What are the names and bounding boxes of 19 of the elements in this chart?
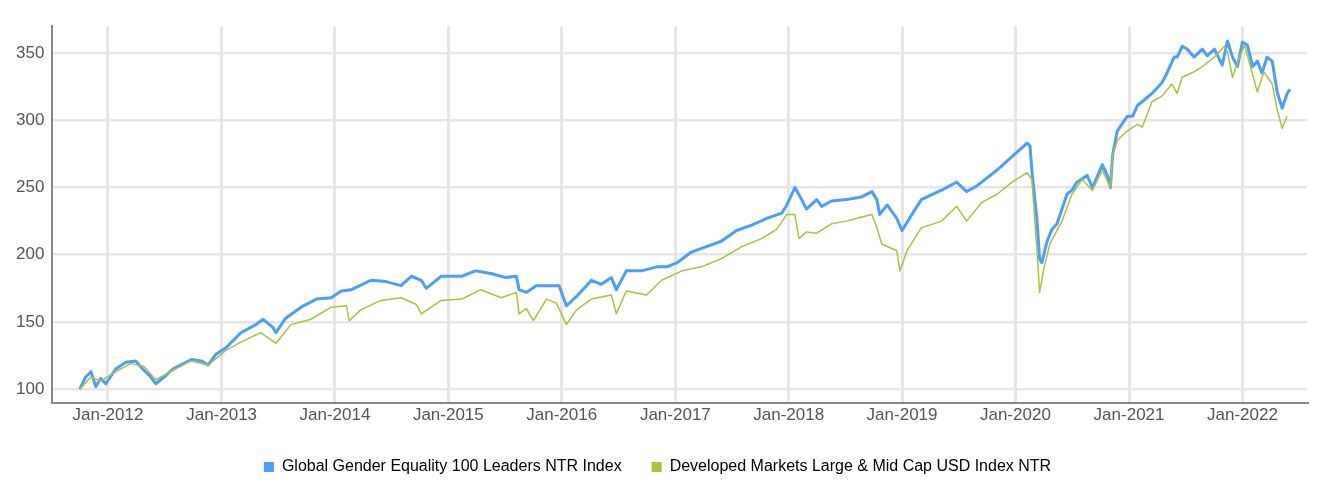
x-tick-label: Jan-2022 [1206, 405, 1278, 425]
x-tick-label: Jan-2013 [186, 405, 258, 425]
legend-label: Developed Markets Large & Mid Cap USD Index NTR [669, 457, 1052, 475]
x-tick-label: Jan-2012 [72, 405, 144, 425]
y-tick-label: 250 [15, 177, 45, 197]
x-tick-label: Jan-2019 [866, 405, 938, 425]
x-tick-label: Jan-2017 [639, 405, 711, 425]
y-tick-label: 100 [15, 378, 45, 398]
y-tick-label: 150 [15, 311, 45, 331]
x-tick-label: Jan-2014 [299, 405, 371, 425]
y-tick-label: 350 [15, 42, 45, 62]
x-tick-label: Jan-2021 [1093, 405, 1165, 425]
x-tick-label: Jan-2015 [412, 405, 484, 425]
y-tick-label: 300 [15, 109, 45, 129]
x-tick-label: Jan-2018 [753, 405, 825, 425]
x-tick-label: Jan-2020 [979, 405, 1051, 425]
legend-label: Global Gender Equality 100 Leaders NTR Index [281, 457, 622, 475]
y-tick-label: 200 [15, 244, 45, 264]
x-tick-label: Jan-2016 [526, 405, 598, 425]
